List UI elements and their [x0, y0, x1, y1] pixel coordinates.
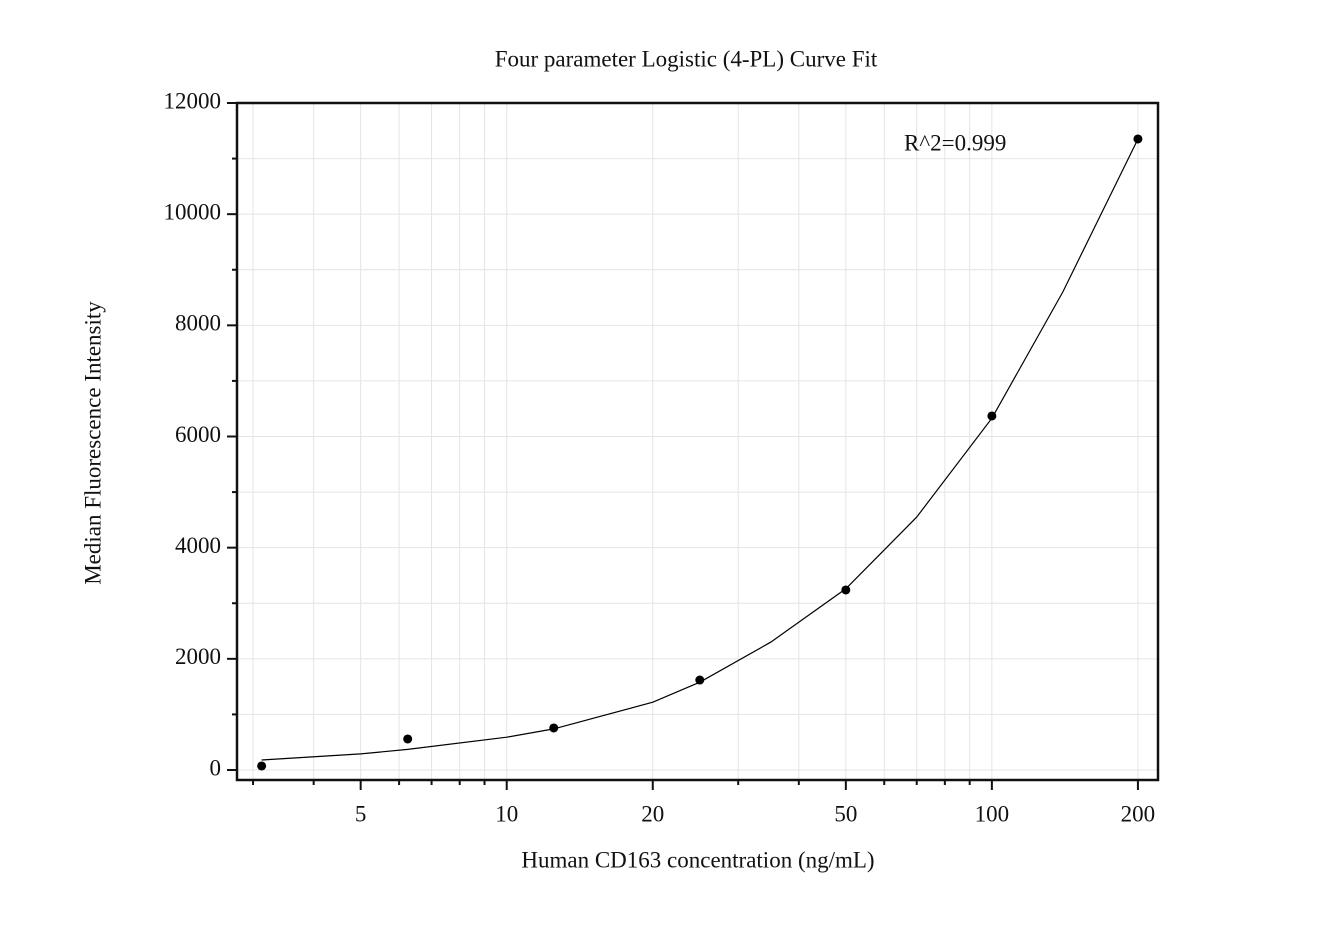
y-tick-label: 6000 [175, 422, 221, 447]
data-point [1133, 134, 1143, 144]
x-tick-label: 20 [641, 801, 664, 826]
data-point [403, 734, 413, 744]
y-tick-label: 12000 [164, 88, 222, 113]
x-tick-label: 50 [834, 801, 857, 826]
data-point [695, 675, 705, 685]
y-tick-label: 2000 [175, 644, 221, 669]
fit-curve [261, 138, 1139, 761]
data-point [549, 723, 559, 733]
chart-title: Four parameter Logistic (4-PL) Curve Fit [495, 46, 878, 71]
x-tick-label: 200 [1121, 801, 1156, 826]
y-tick-label: 0 [210, 755, 222, 780]
plot-frame [235, 101, 1160, 782]
x-tick-label: 5 [355, 801, 367, 826]
y-tick-label: 4000 [175, 533, 221, 558]
annotation: R^2=0.999 [904, 130, 1006, 155]
data-point [257, 761, 267, 771]
x-tick-label: 100 [975, 801, 1010, 826]
x-tick-label: 10 [495, 801, 518, 826]
y-tick-label: 8000 [175, 311, 221, 336]
y-axis-label: Median Fluorescence Intensity [80, 301, 105, 585]
y-tick-label: 10000 [164, 199, 222, 224]
x-axis-label: Human CD163 concentration (ng/mL) [521, 847, 874, 872]
data-point [841, 585, 851, 595]
